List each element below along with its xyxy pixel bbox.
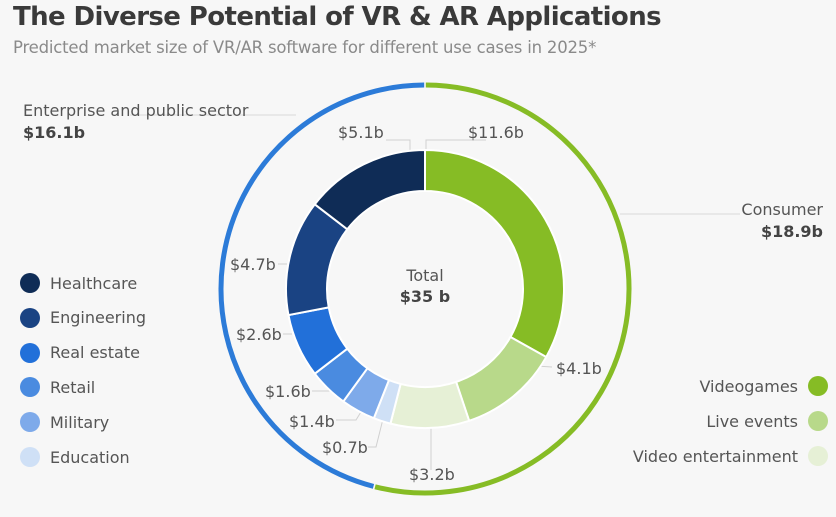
total-value: $35 b	[399, 287, 451, 306]
legend-item-military: Military	[20, 411, 109, 433]
value-label-video-entertainment: $3.2b	[409, 465, 455, 484]
legend-item-retail: Retail	[20, 376, 95, 398]
value-label-live-events: $4.1b	[556, 359, 602, 378]
legend-item-video-entertainment: Video entertainment	[633, 445, 828, 467]
leader-line-healthcare	[386, 139, 411, 150]
legend-swatch	[20, 307, 40, 328]
legend-label: Video entertainment	[632, 446, 798, 466]
legend-item-real-estate: Real estate	[20, 342, 140, 364]
value-label-engineering: $4.7b	[230, 255, 276, 274]
group-value-consumer: $18.9b	[760, 222, 823, 241]
legend-label: Live events	[706, 411, 798, 431]
outer-group-ring	[218, 82, 632, 496]
legend-swatch	[20, 412, 40, 433]
legend-swatch	[20, 377, 40, 398]
slice-videogames	[424, 148, 565, 359]
legend-label: Real estate	[50, 343, 140, 363]
legend-item-videogames: Videogames	[699, 375, 828, 397]
legend-label: Videogames	[699, 376, 798, 396]
value-label-videogames: $11.6b	[468, 123, 524, 142]
leader-lines	[130, 114, 740, 470]
value-label-healthcare: $5.1b	[338, 123, 384, 142]
value-label-education: $0.7b	[322, 438, 368, 457]
total-label: Total	[406, 266, 444, 285]
legend-swatch	[20, 273, 40, 293]
legend-swatch	[20, 342, 40, 363]
leader-line-education	[368, 414, 385, 448]
group-arc-enterprise-and-public-sector	[218, 82, 425, 489]
slice-healthcare	[313, 148, 426, 231]
value-label-military: $1.4b	[289, 412, 335, 431]
legend-swatch	[808, 411, 828, 431]
legend-label: Retail	[50, 377, 96, 397]
legend-item-live-events: Live events	[706, 410, 828, 432]
legend-item-education: Education	[20, 446, 130, 468]
legend-label: Military	[50, 412, 110, 432]
legend-item-engineering: Engineering	[20, 307, 146, 329]
group-label-consumer: Consumer	[741, 200, 823, 219]
slice-live-events	[454, 335, 548, 423]
chart-title: The Diverse Potential of VR & AR Applica…	[13, 2, 662, 32]
slice-video-entertainment	[389, 380, 471, 429]
leader-line-videogames	[425, 139, 486, 150]
group-value-enterprise: $16.1b	[23, 123, 86, 142]
slice-value-labels: $11.6b $4.1b $3.2b $0.7b $1.4b $1.6b $2.6b $4.7…	[230, 123, 602, 484]
legend-label: Engineering	[50, 308, 146, 328]
donut-slices	[285, 148, 565, 429]
value-label-retail: $1.6b	[265, 382, 311, 401]
group-arc-consumer	[374, 82, 632, 496]
legend-swatch	[808, 446, 828, 466]
legend-label: Education	[50, 447, 130, 467]
legend-label: Healthcare	[50, 273, 138, 293]
legend-swatch	[20, 447, 40, 467]
legend-swatch	[808, 376, 828, 396]
value-label-real-estate: $2.6b	[236, 325, 282, 344]
group-label-enterprise: Enterprise and public sector	[23, 101, 249, 120]
chart-subtitle: Predicted market size of VR/AR software …	[13, 38, 597, 57]
legend-item-healthcare: Healthcare	[20, 272, 137, 294]
